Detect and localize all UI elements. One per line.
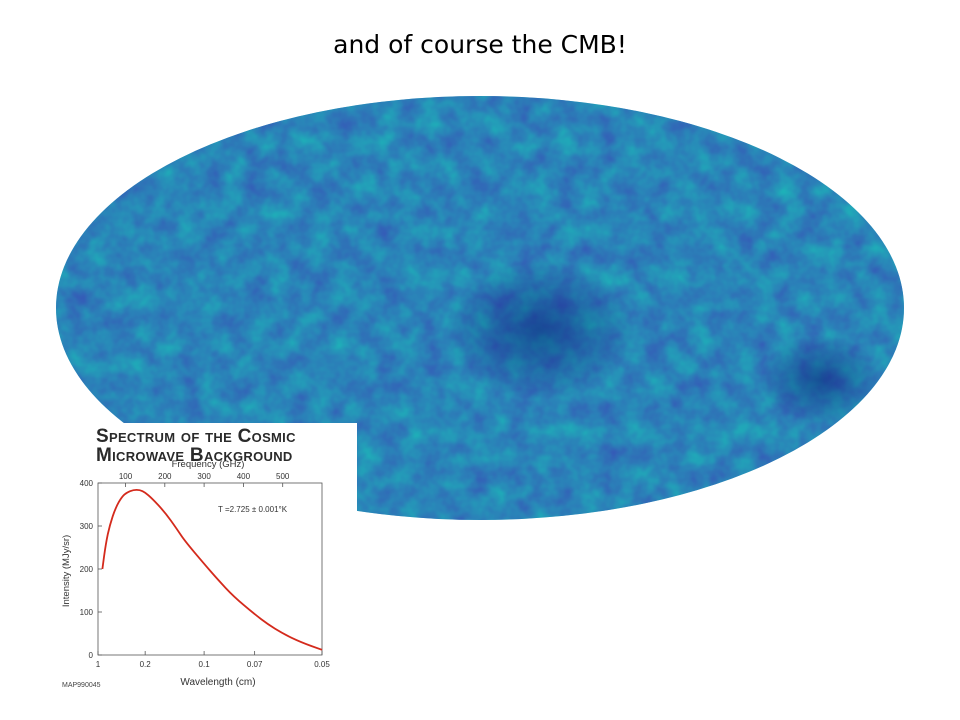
blackbody-curve bbox=[101, 488, 323, 651]
plot-frame bbox=[97, 482, 323, 656]
slide-title: and of course the CMB! bbox=[333, 30, 627, 59]
chart-curve bbox=[101, 488, 323, 651]
frequency-axis-label: Frequency (GHz) bbox=[172, 459, 245, 470]
temperature-annotation: T =2.725 ± 0.001°K bbox=[218, 505, 288, 514]
x-axis-label: Wavelength (cm) bbox=[180, 677, 255, 688]
y-axis-label: Intensity (MJy/sr) bbox=[61, 535, 72, 607]
y-tick-label: 0 bbox=[89, 651, 94, 660]
x-tick-label: 0.05 bbox=[314, 660, 330, 669]
frequency-tick-label: 300 bbox=[197, 472, 211, 481]
x-tick-label: 1 bbox=[96, 660, 101, 669]
spectrum-title: Spectrum of the Cosmic Microwave Backgro… bbox=[96, 427, 296, 465]
frequency-tick-label: 200 bbox=[158, 472, 172, 481]
reference-code: MAP990045 bbox=[62, 682, 101, 689]
chart-axes bbox=[97, 482, 323, 656]
frequency-tick-label: 500 bbox=[276, 472, 290, 481]
x-tick-label: 0.1 bbox=[199, 660, 211, 669]
spectrum-title-line-2: Microwave Background bbox=[96, 445, 293, 466]
spectrum-chart: 0 100 200 300 400 1 0.2 0.1 0.07 0.05 100 200 300 400… bbox=[61, 459, 331, 688]
frequency-tick-label: 100 bbox=[119, 472, 133, 481]
frequency-tick-label: 400 bbox=[237, 472, 251, 481]
cmb-spectrum-inset: 0 100 200 300 400 1 0.2 0.1 0.07 0.05 100 200 300 400… bbox=[60, 423, 357, 695]
y-tick-label: 400 bbox=[80, 479, 94, 488]
y-tick-label: 200 bbox=[80, 565, 94, 574]
y-tick-label: 300 bbox=[80, 522, 94, 531]
x-tick-label: 0.2 bbox=[140, 660, 152, 669]
y-tick-label: 100 bbox=[80, 608, 94, 617]
x-tick-label: 0.07 bbox=[247, 660, 263, 669]
chart-ticks: 0 100 200 300 400 1 0.2 0.1 0.07 0.05 100 200 300 400… bbox=[80, 472, 331, 669]
spectrum-title-line-1: Spectrum of the Cosmic bbox=[96, 426, 296, 447]
